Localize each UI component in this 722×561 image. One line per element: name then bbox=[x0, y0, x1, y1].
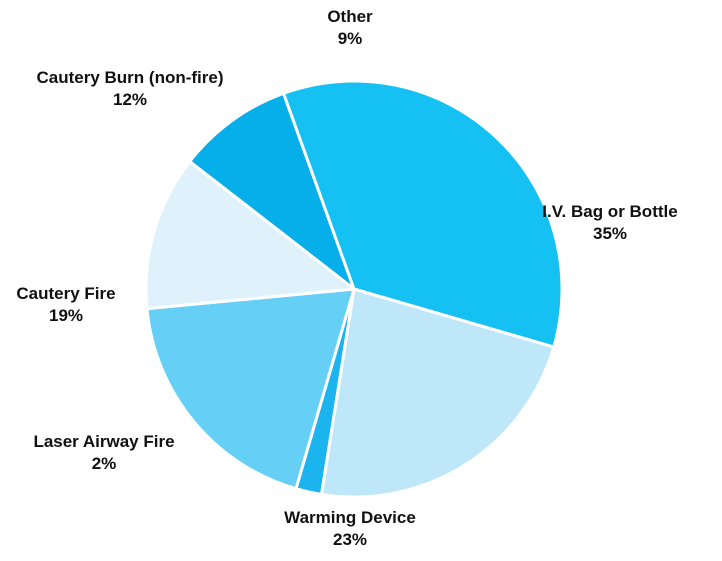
slice-value-cautery-fire: 19% bbox=[49, 306, 83, 325]
pie-slice-cautery-fire bbox=[145, 287, 356, 491]
slice-value-cautery-burn-non-fire: 12% bbox=[113, 90, 147, 109]
slice-value-laser-airway-fire: 2% bbox=[92, 454, 117, 473]
slice-label-cautery-burn-non-fire: Cautery Burn (non-fire) bbox=[37, 68, 224, 87]
slice-label-laser-airway-fire: Laser Airway Fire bbox=[33, 432, 174, 451]
slice-label-other: Other bbox=[327, 7, 373, 26]
slice-label-cautery-fire: Cautery Fire bbox=[16, 284, 115, 303]
pie-slice-other bbox=[188, 91, 356, 291]
slice-value-warming-device: 23% bbox=[333, 530, 367, 549]
pie-slice-cautery-burn-non-fire bbox=[144, 160, 356, 311]
pie-slice-warming-device bbox=[319, 287, 556, 499]
pie-slices bbox=[144, 79, 564, 499]
slice-value-i-v-bag-or-bottle: 35% bbox=[593, 224, 627, 243]
slice-value-other: 9% bbox=[338, 29, 363, 48]
pie-slice-i-v-bag-or-bottle bbox=[282, 79, 564, 349]
pie-labels: Other 9% I.V. Bag or Bottle 35% Warming Devi… bbox=[16, 7, 677, 549]
slice-label-i-v-bag-or-bottle: I.V. Bag or Bottle bbox=[542, 202, 677, 221]
slice-label-warming-device: Warming Device bbox=[284, 508, 416, 527]
